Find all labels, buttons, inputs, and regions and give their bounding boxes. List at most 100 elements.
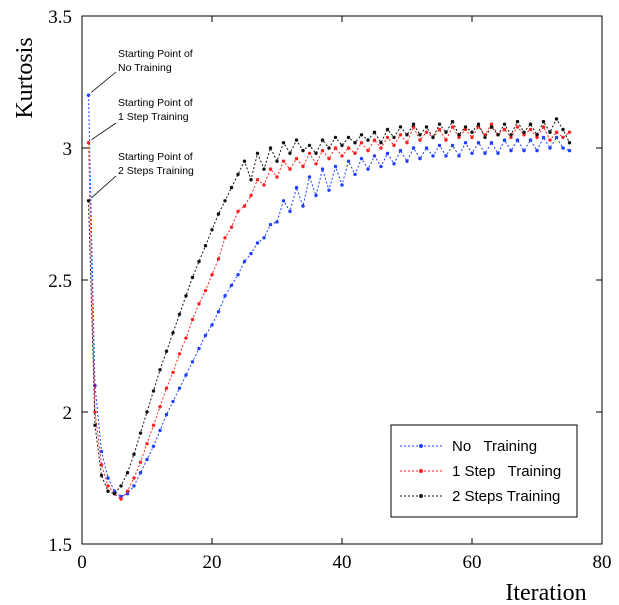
data-point xyxy=(346,159,351,163)
x-tick-label: 0 xyxy=(77,552,87,573)
annotation-pointer xyxy=(91,175,117,199)
data-point xyxy=(255,178,260,182)
data-point xyxy=(268,167,273,171)
data-point xyxy=(535,135,539,140)
data-point xyxy=(346,146,351,150)
data-point xyxy=(177,312,182,316)
data-point xyxy=(288,167,292,171)
data-point xyxy=(346,135,351,140)
data-point xyxy=(145,442,149,446)
data-point xyxy=(249,178,253,182)
data-point xyxy=(405,141,409,145)
series-layer xyxy=(86,93,572,501)
data-point xyxy=(554,117,559,121)
axis-ticks: 0 20 40 60 80 1.5 2 2.5 3 3.5 xyxy=(48,7,611,573)
data-point xyxy=(515,138,520,142)
data-point xyxy=(548,146,552,150)
data-point xyxy=(132,476,136,480)
data-point xyxy=(262,236,266,240)
data-point xyxy=(320,148,325,153)
data-point xyxy=(275,175,279,179)
data-point xyxy=(171,331,175,335)
data-point xyxy=(476,141,481,145)
data-point xyxy=(145,457,149,462)
data-point xyxy=(327,188,331,192)
data-point xyxy=(398,133,403,137)
data-point xyxy=(99,449,104,454)
data-point xyxy=(405,159,409,163)
data-point xyxy=(457,133,461,137)
data-point xyxy=(171,399,175,404)
data-point xyxy=(554,130,559,134)
data-point xyxy=(307,151,312,155)
series-1 xyxy=(86,93,572,499)
data-point xyxy=(561,146,565,150)
data-point xyxy=(418,133,422,137)
data-point xyxy=(457,135,461,140)
data-point xyxy=(515,125,520,129)
series-line xyxy=(88,123,570,500)
data-point xyxy=(119,484,123,488)
data-point xyxy=(366,148,370,153)
data-point xyxy=(522,130,526,134)
data-point xyxy=(320,138,325,142)
data-point xyxy=(509,148,513,153)
data-point xyxy=(431,135,435,140)
legend-swatch-marker xyxy=(419,444,423,448)
x-tick-label: 40 xyxy=(333,552,352,573)
data-point xyxy=(385,127,390,132)
data-point xyxy=(502,122,507,126)
data-point xyxy=(411,146,416,150)
data-point xyxy=(463,125,468,129)
start-point-annotations: Starting Point of No Training Starting Poi… xyxy=(91,48,194,199)
data-point xyxy=(242,159,247,163)
data-point xyxy=(340,183,344,187)
data-point xyxy=(275,159,279,163)
annotation-pointer xyxy=(91,71,117,93)
data-point xyxy=(489,125,494,129)
data-point xyxy=(138,460,143,464)
data-point xyxy=(86,199,91,203)
data-point xyxy=(249,193,253,198)
data-point xyxy=(535,148,539,153)
data-point xyxy=(372,154,377,158)
data-point xyxy=(236,273,240,277)
data-point xyxy=(372,138,377,142)
data-point xyxy=(515,119,520,124)
data-point xyxy=(444,130,448,134)
legend-swatch-marker xyxy=(419,469,423,473)
data-point xyxy=(392,135,396,140)
y-tick-label: 1.5 xyxy=(48,535,72,556)
data-point xyxy=(359,141,364,145)
data-point xyxy=(457,154,461,158)
data-point xyxy=(320,167,325,171)
data-point xyxy=(437,122,442,126)
data-point xyxy=(164,412,169,417)
data-point xyxy=(138,471,143,475)
data-point xyxy=(522,133,526,137)
data-point xyxy=(236,209,240,214)
x-tick-label: 20 xyxy=(203,552,222,573)
legend: No Training 1 Step Training 2 Steps Traini… xyxy=(390,424,578,518)
data-point xyxy=(301,164,305,169)
data-point xyxy=(327,146,331,150)
data-point xyxy=(314,193,318,198)
data-point xyxy=(489,122,494,126)
data-point xyxy=(281,141,286,145)
data-point xyxy=(366,138,370,142)
data-point xyxy=(197,302,201,306)
data-point xyxy=(431,154,435,158)
annotation-text: Starting Point of xyxy=(118,97,193,109)
data-point xyxy=(301,148,305,153)
data-point xyxy=(554,135,559,140)
data-point xyxy=(483,151,487,155)
data-point xyxy=(437,127,442,132)
data-point xyxy=(470,151,474,155)
data-point xyxy=(541,119,546,124)
data-point xyxy=(541,125,546,129)
data-point xyxy=(470,130,474,134)
data-point xyxy=(151,444,156,448)
data-point xyxy=(190,360,195,364)
data-point xyxy=(405,133,409,137)
